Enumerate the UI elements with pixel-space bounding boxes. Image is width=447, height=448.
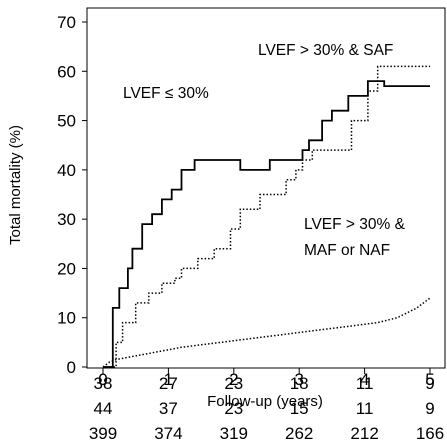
y-tick-label: 70 bbox=[57, 13, 76, 32]
annotation-maf-line2: MAF or NAF bbox=[304, 242, 390, 259]
x-tick-label: 4 bbox=[360, 370, 369, 389]
x-axis: 0 1 2 3 4 5 bbox=[98, 367, 435, 389]
y-tick-label: 30 bbox=[57, 210, 76, 229]
risk-cell: 374 bbox=[154, 424, 183, 443]
x-tick-label: 5 bbox=[425, 370, 434, 389]
x-tick-label: 3 bbox=[294, 370, 303, 389]
risk-cell: 319 bbox=[219, 424, 248, 443]
risk-cell: 27 bbox=[158, 374, 178, 393]
series-line-1 bbox=[103, 80, 430, 368]
risk-cell: 262 bbox=[285, 424, 314, 443]
risk-cell: 11 bbox=[355, 399, 374, 418]
y-tick-label: 60 bbox=[57, 62, 76, 81]
x-axis-title: Follow-up (years) bbox=[207, 393, 323, 410]
annotation-saf: LVEF > 30% & SAF bbox=[258, 42, 393, 59]
x-tick-label: 2 bbox=[229, 370, 238, 389]
risk-cell: 166 bbox=[415, 424, 445, 443]
annotation-lvef-low: LVEF ≤ 30% bbox=[123, 85, 209, 102]
risk-row-3: 399 374 319 262 212 166 bbox=[0, 424, 447, 444]
y-tick-label: 50 bbox=[57, 112, 76, 131]
annotation-maf-line1: LVEF > 30% & bbox=[304, 216, 406, 233]
series-line-3 bbox=[102, 297, 431, 368]
y-tick-label: 0 bbox=[67, 358, 76, 377]
y-axis: 0 10 20 30 40 50 60 70 bbox=[57, 13, 88, 377]
risk-row-2: 44 37 23 15 11 9 bbox=[0, 399, 447, 419]
risk-cell: 399 bbox=[88, 424, 118, 443]
series-layer bbox=[102, 65, 431, 368]
risk-cell: 44 bbox=[93, 399, 113, 418]
y-tick-label: 10 bbox=[57, 309, 76, 328]
risk-cell: 9 bbox=[425, 374, 435, 393]
risk-cell: 212 bbox=[350, 424, 379, 443]
y-tick-label: 20 bbox=[57, 259, 76, 278]
risk-cell: 18 bbox=[289, 374, 309, 393]
risk-row-1: 38 27 23 18 11 9 bbox=[0, 374, 447, 394]
risk-cell: 9 bbox=[425, 399, 435, 418]
x-tick-label: 0 bbox=[98, 370, 107, 389]
plot-frame bbox=[86, 7, 446, 369]
risk-cell: 23 bbox=[224, 374, 244, 393]
risk-cell: 11 bbox=[355, 374, 374, 393]
y-tick-label: 40 bbox=[57, 161, 76, 180]
risk-cell: 15 bbox=[289, 399, 309, 418]
series-line-2 bbox=[103, 65, 430, 368]
risk-cell: 37 bbox=[158, 399, 178, 418]
risk-cell: 23 bbox=[224, 399, 244, 418]
y-axis-title: Total mortality (%) bbox=[7, 125, 24, 245]
risk-cell: 38 bbox=[93, 374, 113, 393]
x-tick-label: 1 bbox=[164, 370, 173, 389]
